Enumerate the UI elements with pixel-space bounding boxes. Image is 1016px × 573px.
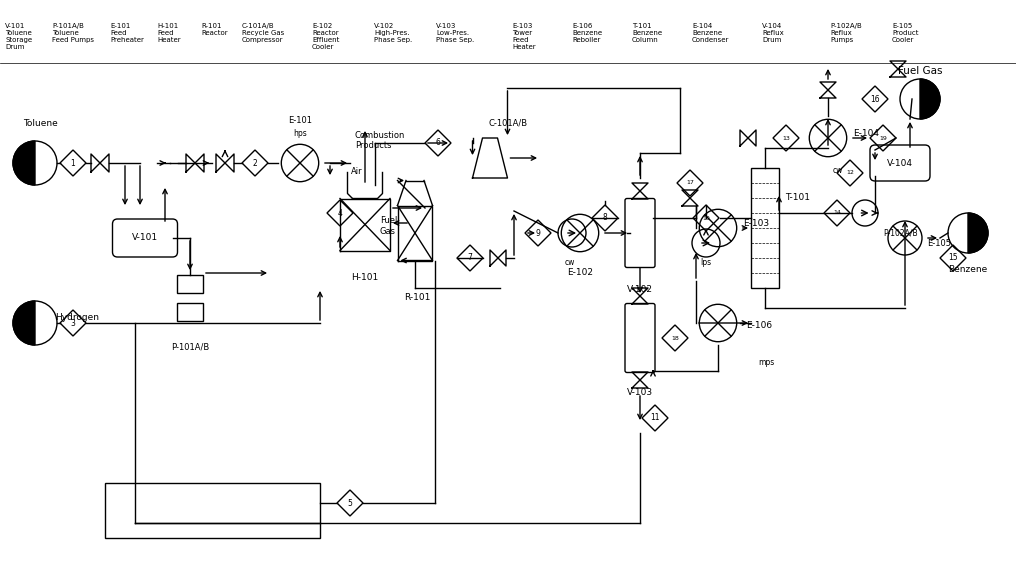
Text: H-101: H-101 — [352, 273, 379, 282]
Text: 2: 2 — [253, 159, 257, 167]
Text: 11: 11 — [650, 414, 659, 422]
Bar — [751, 168, 779, 288]
Text: P-102A/B: P-102A/B — [883, 228, 917, 237]
Text: C-101A/B
Recycle Gas
Compressor: C-101A/B Recycle Gas Compressor — [242, 23, 284, 43]
Text: 15: 15 — [948, 253, 958, 262]
Text: R-101
Reactor: R-101 Reactor — [201, 23, 228, 36]
Text: Fuel Gas: Fuel Gas — [898, 66, 942, 76]
Text: E-101: E-101 — [288, 116, 312, 125]
Text: E-103
Tower
Feed
Heater: E-103 Tower Feed Heater — [512, 23, 535, 50]
Text: 19: 19 — [879, 135, 887, 140]
Text: C-101A/B: C-101A/B — [489, 119, 527, 128]
Text: 1: 1 — [71, 159, 75, 167]
Text: P-102A/B
Reflux
Pumps: P-102A/B Reflux Pumps — [830, 23, 862, 43]
Text: E-104
Benzene
Condenser: E-104 Benzene Condenser — [692, 23, 729, 43]
Text: 14: 14 — [833, 210, 841, 215]
Bar — [105, 483, 320, 538]
Text: 6: 6 — [436, 139, 441, 147]
Text: E-103: E-103 — [743, 218, 769, 227]
Text: 13: 13 — [782, 135, 789, 140]
Text: mps: mps — [758, 358, 774, 367]
Text: 18: 18 — [672, 336, 679, 340]
Text: 16: 16 — [870, 95, 880, 104]
Text: E-105
Product
Cooler: E-105 Product Cooler — [892, 23, 918, 43]
Text: E-102
Reactor
Effluent
Cooler: E-102 Reactor Effluent Cooler — [312, 23, 339, 50]
Text: 5: 5 — [347, 499, 353, 508]
Text: V-101
Toluene
Storage
Drum: V-101 Toluene Storage Drum — [5, 23, 33, 50]
Text: E-101
Feed
Preheater: E-101 Feed Preheater — [110, 23, 144, 43]
Text: V-101: V-101 — [132, 234, 158, 242]
Text: V-103
Low-Pres.
Phase Sep.: V-103 Low-Pres. Phase Sep. — [436, 23, 474, 43]
Bar — [177, 303, 203, 321]
Text: Combustion
Products: Combustion Products — [355, 131, 405, 150]
Wedge shape — [13, 141, 35, 185]
Text: 17: 17 — [686, 180, 694, 186]
Text: 12: 12 — [846, 171, 853, 175]
Text: P-101A/B: P-101A/B — [171, 343, 209, 352]
Text: 7: 7 — [467, 253, 472, 262]
Wedge shape — [13, 301, 35, 345]
Text: E-104: E-104 — [853, 128, 879, 138]
Text: Toluene: Toluene — [22, 119, 57, 128]
Text: cw: cw — [565, 258, 575, 267]
Bar — [177, 275, 203, 293]
Text: H-101
Feed
Heater: H-101 Feed Heater — [157, 23, 181, 43]
Text: 3: 3 — [70, 319, 75, 328]
Text: 8: 8 — [602, 214, 608, 222]
Text: cw: cw — [833, 166, 843, 175]
Text: V-102: V-102 — [627, 285, 653, 294]
Text: V-102
High-Pres.
Phase Sep.: V-102 High-Pres. Phase Sep. — [374, 23, 412, 43]
Text: Hydrogen: Hydrogen — [55, 313, 99, 323]
Text: E-102: E-102 — [567, 268, 593, 277]
Text: E-106
Benzene
Reboiler: E-106 Benzene Reboiler — [572, 23, 602, 43]
Text: R-101: R-101 — [403, 293, 430, 302]
Wedge shape — [968, 213, 988, 253]
Text: Benzene: Benzene — [948, 265, 988, 274]
Text: V-104: V-104 — [887, 159, 913, 167]
Text: lps: lps — [700, 258, 711, 267]
Text: Air: Air — [352, 167, 363, 176]
Text: Fuel
Gas: Fuel Gas — [380, 216, 397, 236]
Text: 10: 10 — [702, 215, 710, 221]
Text: 4: 4 — [337, 209, 342, 218]
Text: E-106: E-106 — [746, 320, 772, 329]
Text: 9: 9 — [535, 229, 541, 237]
Text: T-101
Benzene
Column: T-101 Benzene Column — [632, 23, 662, 43]
Text: V-103: V-103 — [627, 388, 653, 397]
Text: T-101: T-101 — [785, 194, 810, 202]
Text: P-101A/B
Toluene
Feed Pumps: P-101A/B Toluene Feed Pumps — [52, 23, 94, 43]
Wedge shape — [920, 79, 940, 119]
Text: V-104
Reflux
Drum: V-104 Reflux Drum — [762, 23, 783, 43]
Text: E-105: E-105 — [927, 238, 951, 248]
Text: hps: hps — [294, 129, 307, 138]
